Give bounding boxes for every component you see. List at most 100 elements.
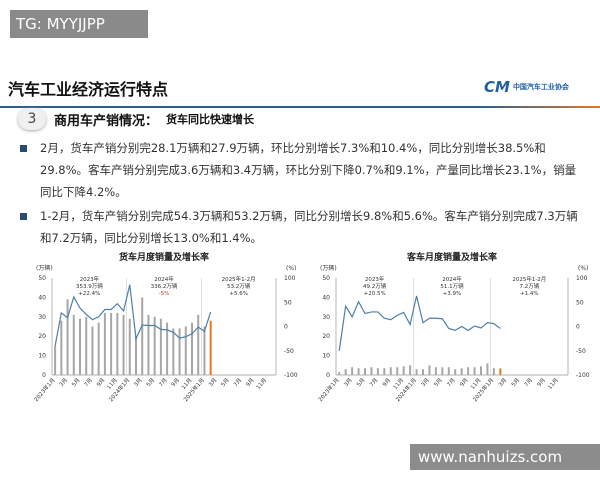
y-tick-right: -50	[576, 348, 586, 355]
year-annotation: +5.6%	[229, 291, 248, 297]
x-tick: 9月	[245, 377, 256, 388]
sales-bar	[389, 367, 392, 375]
growth-line	[338, 295, 501, 351]
year-annotation: +22.4%	[78, 291, 100, 297]
sales-bar	[172, 328, 175, 375]
y-tick-left: 0	[42, 372, 46, 379]
x-tick: 11月	[546, 377, 559, 391]
x-tick: 3月	[342, 377, 353, 388]
sales-bar	[364, 368, 366, 375]
sales-bar	[128, 318, 131, 375]
year-annotation: 7.2万辆	[519, 282, 539, 290]
x-tick: 7月	[157, 377, 168, 388]
sales-bar	[460, 368, 463, 375]
year-annotation: 2024年	[442, 275, 462, 283]
y-tick-left: 40	[38, 294, 46, 301]
year-annotation: 2025年1-2月	[222, 275, 256, 283]
sales-bar	[422, 369, 424, 375]
logo-text: 中国汽车工业协会	[512, 83, 569, 91]
x-tick: 3月	[207, 377, 218, 388]
bullet-text: 2月，货车产销分别完28.1万辆和27.9万辆，环比分别增长7.3%和10.4%…	[40, 141, 577, 199]
sales-bar	[447, 367, 450, 375]
section-subtitle: 货车同比快速增长	[166, 113, 255, 126]
sales-bar	[344, 369, 347, 375]
sales-bar	[486, 363, 489, 375]
x-tick: 5月	[70, 377, 81, 388]
sales-bar	[454, 369, 457, 375]
footer-watermark: www.nanhuizs.com	[410, 444, 600, 470]
chart-title: 货车月度销量及增长率	[119, 251, 209, 263]
sales-bar	[122, 314, 125, 375]
watermark-label: TG: MYYJJPP	[10, 10, 148, 38]
sales-bar	[338, 372, 341, 375]
logo-icon: CM	[484, 78, 510, 96]
x-tick: 2023年1月	[32, 376, 56, 403]
sales-bar	[415, 369, 418, 375]
sales-bar	[203, 326, 206, 375]
y-tick-left: 20	[38, 333, 46, 340]
x-tick: 3月	[497, 377, 508, 388]
bullet-item: 1-2月，货车产销分别完成54.3万辆和53.2万辆，同比分别增长9.8%和5.…	[20, 205, 585, 249]
y-tick-left: 40	[322, 294, 330, 301]
year-annotation: 51.1万辆	[440, 282, 464, 290]
y-tick-left: 50	[322, 275, 330, 282]
caam-logo: CM 中国汽车工业协会	[484, 78, 569, 96]
sales-bar	[191, 322, 193, 375]
sales-bar	[110, 312, 113, 375]
sales-bar	[197, 314, 200, 375]
sales-bar	[60, 320, 63, 375]
x-tick: 9月	[170, 377, 181, 388]
y-tick-left: 10	[38, 353, 46, 360]
x-tick: 5月	[145, 377, 156, 388]
x-tick: 5月	[355, 377, 366, 388]
sales-bar	[428, 365, 431, 375]
y-tick-right: -100	[284, 372, 298, 379]
y-tick-left: 50	[38, 275, 46, 282]
x-tick: 5月	[220, 377, 231, 388]
sales-bar	[441, 367, 444, 375]
sales-bar	[159, 318, 162, 375]
sales-bar	[357, 368, 360, 375]
sales-bar	[499, 368, 502, 375]
y-tick-left: 10	[322, 353, 330, 360]
y-tick-right: -100	[576, 372, 590, 379]
year-annotation: 49.2万辆	[363, 282, 387, 290]
sales-bar	[79, 318, 81, 375]
bullet-text: 1-2月，货车产销分别完成54.3万辆和53.2万辆，同比分别增长9.8%和5.…	[40, 209, 578, 245]
sales-bar	[473, 367, 476, 375]
y-tick-left: 20	[322, 333, 330, 340]
x-tick: 7月	[83, 377, 94, 388]
sales-bar	[66, 299, 69, 375]
header-divider	[0, 106, 600, 108]
bullet-item: 2月，货车产销分别完28.1万辆和27.9万辆，环比分别增长7.3%和10.4%…	[20, 137, 585, 203]
x-tick: 7月	[368, 377, 379, 388]
year-annotation: 336.2万辆	[151, 282, 178, 290]
year-annotation: 2024年	[154, 275, 174, 283]
sales-bar	[141, 297, 144, 375]
year-annotation: 2025年1-2月	[512, 275, 546, 283]
sales-bar	[54, 345, 57, 375]
x-tick: 9月	[381, 377, 392, 388]
bus-chart: 客车月度销量及增长率 (万辆) (%) 0 10 20 30 40 50 -100 -50 0 50 10…	[316, 251, 590, 403]
year-annotation: 353.9万辆	[76, 282, 103, 290]
y-tick-right: 0	[284, 324, 288, 331]
x-tick: 5月	[433, 377, 444, 388]
sales-bar	[91, 326, 94, 375]
sales-bar	[402, 366, 405, 375]
sales-bar	[135, 336, 137, 375]
y-tick-left: 30	[38, 314, 46, 321]
sales-bar	[492, 368, 495, 375]
sales-bar	[97, 322, 100, 375]
sales-bar	[178, 328, 181, 375]
year-annotation: +3.9%	[443, 291, 462, 297]
x-tick: 5月	[510, 377, 521, 388]
sales-bar	[72, 314, 75, 375]
y-axis-right-label: (%)	[286, 265, 296, 272]
y-tick-right: -50	[284, 348, 294, 355]
sales-bar	[147, 314, 150, 375]
y-axis-right-label: (%)	[578, 265, 588, 272]
year-annotation: -5%	[159, 291, 170, 297]
sales-bar	[409, 365, 412, 375]
y-tick-right: 50	[284, 299, 292, 306]
x-tick: 7月	[523, 377, 534, 388]
